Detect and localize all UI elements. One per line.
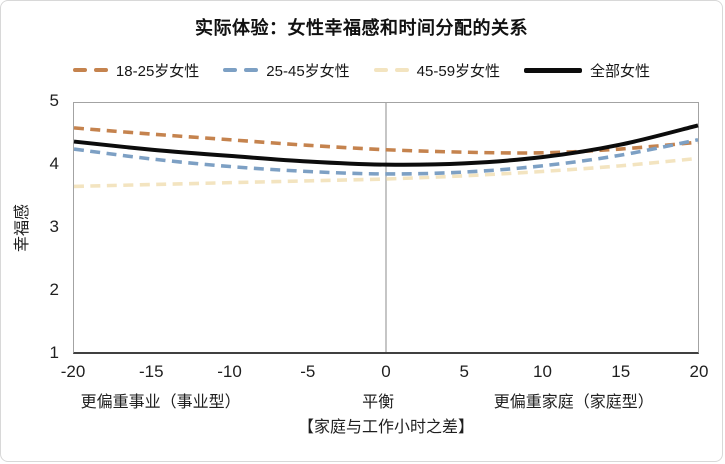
x-axis-title: 【家庭与工作小时之差】 bbox=[297, 419, 474, 436]
legend-label: 25-45岁女性 bbox=[266, 62, 350, 80]
x-axis-zone-label: 更偏重家庭（家庭型） bbox=[493, 394, 654, 411]
x-tick-label: -10 bbox=[217, 362, 242, 381]
series-line-3 bbox=[73, 123, 699, 167]
x-tick-label: 0 bbox=[381, 362, 391, 381]
x-tick-label: 20 bbox=[689, 362, 709, 381]
chart-plot-svg bbox=[73, 103, 699, 352]
x-tick-label: -5 bbox=[300, 362, 316, 381]
dashed-line-marker-icon bbox=[373, 68, 409, 72]
legend-item-45-59: 45-59岁女性 bbox=[373, 60, 501, 81]
x-tick-label: 15 bbox=[611, 362, 631, 381]
legend-item-25-45: 25-45岁女性 bbox=[223, 60, 350, 81]
y-tick-label: 3 bbox=[49, 217, 59, 236]
legend-item-18-25: 18-25岁女性 bbox=[72, 60, 200, 81]
x-tick-label: -15 bbox=[138, 362, 164, 381]
y-tick-label: 1 bbox=[49, 343, 59, 362]
x-axis-zone-label: 平衡 bbox=[362, 394, 395, 411]
series-line-1 bbox=[73, 138, 699, 176]
plot-area bbox=[73, 102, 699, 354]
dashed-line-marker-icon bbox=[72, 68, 108, 72]
x-tick-label: -20 bbox=[60, 362, 86, 381]
y-tick-label: 4 bbox=[49, 154, 59, 173]
solid-line-marker-icon bbox=[524, 67, 583, 73]
legend-label: 45-59岁女性 bbox=[416, 62, 501, 80]
x-tick-label: 5 bbox=[459, 362, 469, 381]
x-axis-zone-label: 更偏重事业（事业型） bbox=[80, 394, 241, 411]
series-line-2 bbox=[73, 156, 699, 189]
legend: 18-25岁女性 25-45岁女性 45-59岁女性 全部女性 bbox=[1, 57, 722, 83]
legend-label: 18-25岁女性 bbox=[115, 62, 200, 80]
series-line-0 bbox=[73, 126, 699, 155]
y-tick-label: 2 bbox=[49, 280, 59, 299]
x-tick-label: 10 bbox=[533, 362, 552, 381]
chart-title: 实际体验：女性幸福感和时间分配的关系 bbox=[195, 18, 528, 38]
dashed-line-marker-icon bbox=[223, 68, 259, 72]
legend-item-all-women: 全部女性 bbox=[524, 60, 650, 81]
y-tick-label: 5 bbox=[49, 91, 59, 110]
legend-label: 全部女性 bbox=[590, 62, 651, 80]
